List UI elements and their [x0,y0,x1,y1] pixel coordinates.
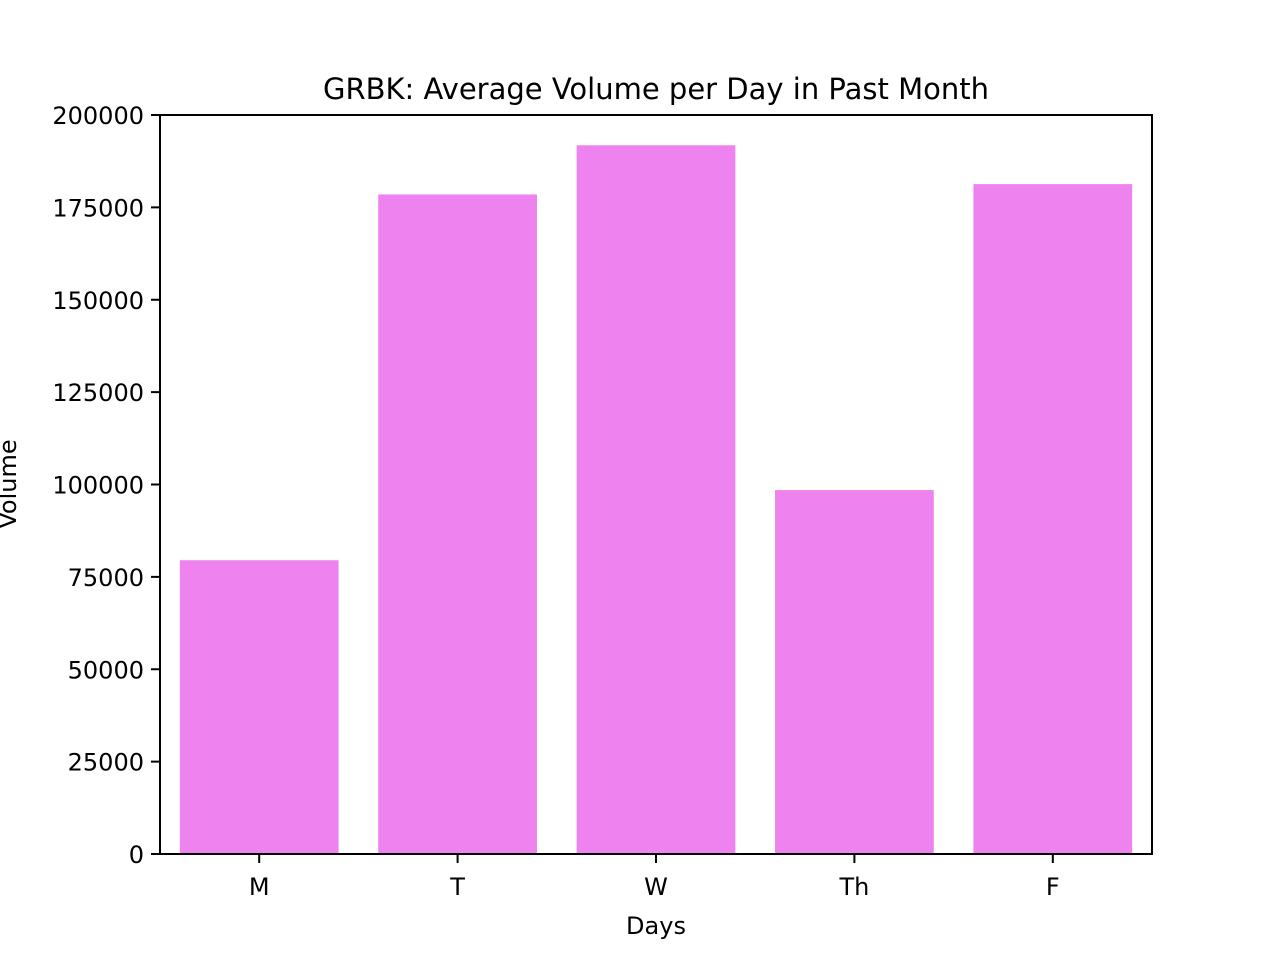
x-tick-label: T [449,873,465,901]
x-axis-ticks: M T W Th F [249,854,1060,901]
bars-layer [179,145,1133,854]
bar-m [179,560,339,854]
x-axis-label: Days [626,912,686,940]
y-tick-label: 100000 [52,472,144,500]
x-tick-label: F [1046,873,1060,901]
bar-t [378,194,537,854]
bar-f [973,184,1133,854]
y-tick-label: 200000 [52,102,144,130]
y-axis-label: Volume [0,439,22,528]
y-tick-label: 150000 [52,287,144,315]
x-tick-label: M [249,873,270,901]
plot-frame [159,114,1153,855]
y-tick-label: 50000 [68,656,144,684]
y-tick-label: 75000 [68,564,144,592]
bar-th [775,490,934,854]
chart-title: GRBK: Average Volume per Day in Past Mon… [323,72,989,106]
y-tick-label: 175000 [52,194,144,222]
bar-w [576,145,736,854]
y-tick-label: 0 [129,841,144,869]
x-tick-label: Th [838,873,869,901]
y-tick-label: 125000 [52,379,144,407]
y-axis-ticks: 0 25000 50000 75000 100000 125000 150000 175000… [52,102,160,869]
y-tick-label: 25000 [68,749,144,777]
x-tick-label: W [644,873,668,901]
